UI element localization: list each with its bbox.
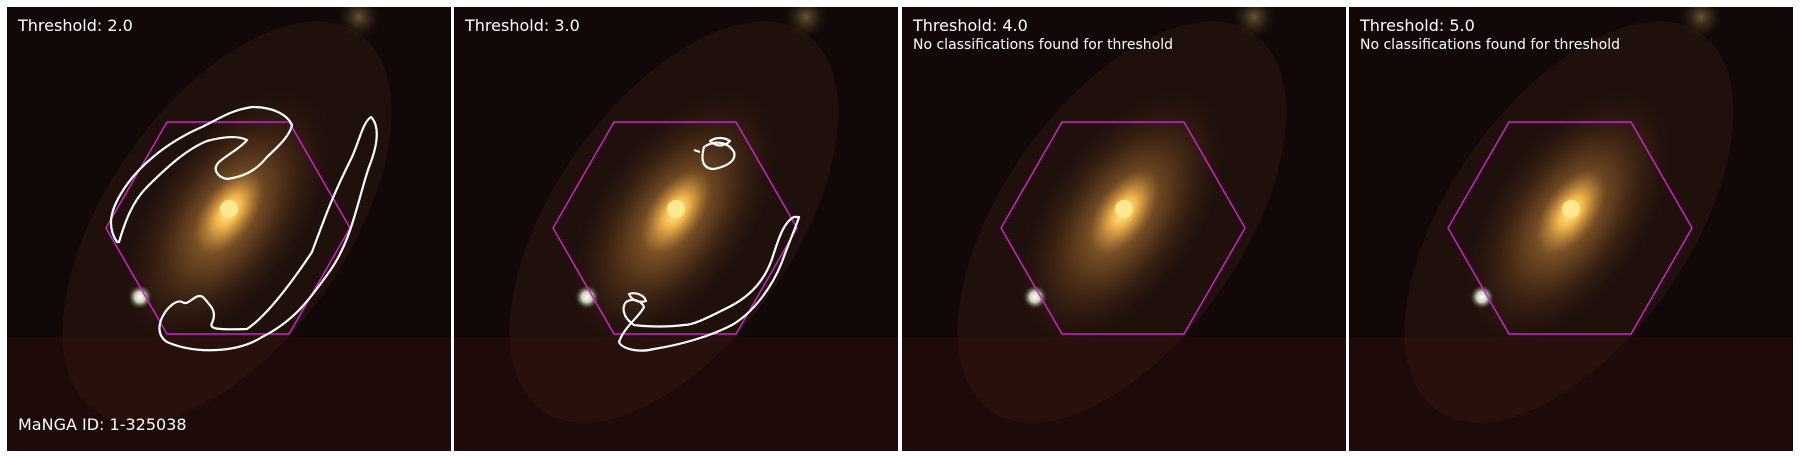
- galaxy-image: [454, 7, 898, 451]
- ifu-hexagon: [552, 121, 798, 335]
- ifu-hexagon: [1000, 121, 1246, 335]
- panel-threshold-5: Threshold: 5.0 No classifications found …: [1349, 7, 1793, 451]
- manga-id-label: MaNGA ID: 1-325038: [18, 415, 187, 434]
- panel-threshold-3: Threshold: 3.0: [454, 7, 898, 451]
- no-classifications-note: No classifications found for threshold: [1360, 37, 1620, 53]
- ifu-hexagon: [105, 121, 351, 335]
- galaxy-image: [1349, 7, 1793, 451]
- arm-contour: [617, 136, 801, 352]
- panel-threshold-2: Threshold: 2.0 MaNGA ID: 1-325038: [7, 7, 451, 451]
- no-classifications-note: No classifications found for threshold: [913, 37, 1173, 53]
- ifu-hexagon: [1447, 121, 1693, 335]
- galaxy-image: [7, 7, 451, 451]
- threshold-label: Threshold: 2.0: [18, 16, 133, 35]
- panel-threshold-4: Threshold: 4.0 No classifications found …: [902, 7, 1346, 451]
- arm-contour: [109, 105, 378, 352]
- threshold-label: Threshold: 4.0: [913, 16, 1028, 35]
- threshold-label: Threshold: 3.0: [465, 16, 580, 35]
- galaxy-image: [902, 7, 1346, 451]
- threshold-label: Threshold: 5.0: [1360, 16, 1475, 35]
